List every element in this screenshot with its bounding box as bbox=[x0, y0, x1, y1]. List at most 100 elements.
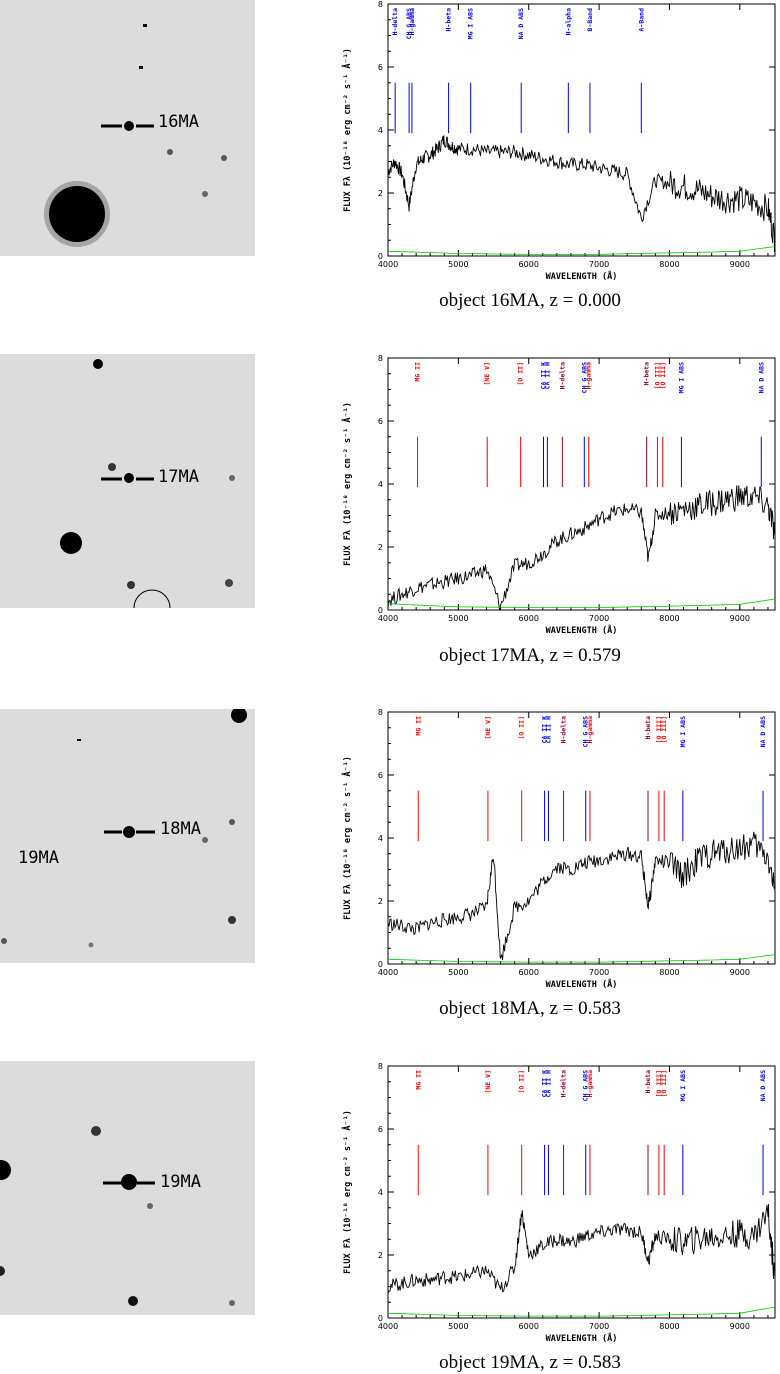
x-tick-label: 7000 bbox=[589, 260, 609, 269]
thumbnail-16ma: 16MA bbox=[0, 0, 255, 256]
x-tick-label: 8000 bbox=[659, 614, 679, 623]
spectral-line-label: H-gamma bbox=[408, 8, 416, 35]
y-tick-label: 4 bbox=[378, 126, 383, 135]
y-tick-label: 0 bbox=[378, 252, 383, 261]
spectral-line-label: H-gamma bbox=[586, 1070, 594, 1097]
y-tick-label: 4 bbox=[378, 834, 383, 843]
y-axis-label: FLUX Fλ (10⁻¹⁸ erg cm⁻² s⁻¹ Å⁻¹) bbox=[342, 48, 353, 212]
x-tick-label: 9000 bbox=[730, 260, 750, 269]
spectral-line-label: NA D ABS bbox=[759, 716, 767, 747]
spectral-line-label: [NE V] bbox=[483, 362, 491, 385]
caption-19ma: object 19MA, z = 0.583 bbox=[439, 1352, 621, 1373]
spectrum-plot-17ma: 4000 5000 6000 7000 8000 9000 0 2 4 6 8 WAVELENGTH … bbox=[335, 354, 780, 644]
spectral-line-label: A-Band bbox=[637, 8, 645, 32]
x-axis-label: WAVELENGTH (Å) bbox=[546, 979, 618, 990]
y-tick-label: 0 bbox=[378, 606, 383, 615]
object-label-19ma-in-18ma: 19MA bbox=[18, 848, 59, 868]
spectral-line-label: [O III] bbox=[655, 716, 663, 743]
spectral-line-label: MG I ABS bbox=[679, 1070, 687, 1101]
flux-spectrum-line bbox=[387, 831, 776, 961]
y-axis-label: FLUX Fλ (10⁻¹⁸ erg cm⁻² s⁻¹ Å⁻¹) bbox=[342, 1110, 353, 1274]
thumbnail-19ma-image: 19MA bbox=[0, 1126, 235, 1306]
spectral-line-label: B-Band bbox=[586, 8, 594, 32]
spectral-line-label: [O II] bbox=[518, 1070, 526, 1093]
x-tick-label: 6000 bbox=[519, 260, 539, 269]
spectral-line-label: CA II H bbox=[544, 716, 552, 743]
flux-spectrum-line bbox=[387, 485, 776, 610]
noise-spectrum-line bbox=[387, 598, 776, 608]
spectral-line-label: CA II H bbox=[543, 362, 551, 389]
x-tick-label: 4000 bbox=[378, 614, 398, 623]
y-tick-label: 2 bbox=[378, 1251, 383, 1260]
noise-spectrum-line bbox=[387, 246, 776, 255]
flux-spectrum-line bbox=[387, 1204, 776, 1294]
spectral-line-label: CA II K bbox=[540, 362, 548, 389]
spectral-line-label: NA D ABS bbox=[517, 8, 525, 39]
spectral-line-label: H-delta bbox=[391, 8, 399, 35]
y-tick-label: 4 bbox=[378, 1188, 383, 1197]
x-tick-label: 7000 bbox=[589, 1322, 609, 1331]
plot-frame bbox=[387, 711, 776, 965]
x-tick-label: 7000 bbox=[589, 614, 609, 623]
spectral-line-label: H-gamma bbox=[585, 362, 593, 389]
spectral-line-label: H-beta bbox=[643, 362, 651, 386]
x-tick-label: 8000 bbox=[659, 260, 679, 269]
y-tick-label: 8 bbox=[378, 354, 383, 363]
thumbnail-19ma: 19MA bbox=[0, 1061, 255, 1315]
x-tick-label: 6000 bbox=[519, 968, 539, 977]
spectral-line-label: H-alpha bbox=[564, 8, 572, 35]
spectral-line-label: H-delta bbox=[560, 716, 568, 743]
spectrum-svg-16ma: 4000 5000 6000 7000 8000 9000 0 2 4 6 8 WAVELENGTH … bbox=[342, 0, 776, 282]
x-tick-label: 9000 bbox=[730, 614, 750, 623]
spectral-line-label: CA II K bbox=[541, 716, 549, 743]
x-tick-label: 6000 bbox=[519, 1322, 539, 1331]
spectral-line-label: CH G ABS bbox=[405, 8, 413, 39]
x-axis-label: WAVELENGTH (Å) bbox=[546, 271, 618, 282]
spectral-line-label: [O II] bbox=[517, 362, 525, 385]
x-tick-label: 7000 bbox=[589, 968, 609, 977]
x-axis-label: WAVELENGTH (Å) bbox=[546, 625, 618, 636]
x-tick-label: 5000 bbox=[448, 968, 468, 977]
object-label-16ma: 16MA bbox=[158, 112, 199, 132]
spectral-line-label: CA II K bbox=[541, 1070, 549, 1097]
y-tick-label: 4 bbox=[378, 480, 383, 489]
x-tick-label: 6000 bbox=[519, 614, 539, 623]
x-tick-label: 9000 bbox=[730, 1322, 750, 1331]
x-tick-label: 4000 bbox=[378, 968, 398, 977]
y-tick-label: 2 bbox=[378, 189, 383, 198]
caption-17ma: object 17MA, z = 0.579 bbox=[439, 645, 621, 666]
spectral-line-label: H-beta bbox=[644, 1070, 652, 1094]
thumbnail-18ma-image: 18MA 19MA bbox=[1, 709, 247, 948]
spectrum-svg-19ma: 4000 5000 6000 7000 8000 9000 0 2 4 6 8 WAVELENGTH … bbox=[342, 1062, 776, 1344]
spectral-line-label: CH G ABS bbox=[582, 1070, 590, 1101]
thumbnail-18ma: 18MA 19MA bbox=[0, 709, 255, 963]
y-tick-label: 8 bbox=[378, 708, 383, 717]
spectral-line-label: CA II H bbox=[544, 1070, 552, 1097]
spectral-line-label: MG I ABS bbox=[679, 716, 687, 747]
spectral-line-label: [O III] bbox=[660, 1070, 668, 1097]
spectral-line-label: H-gamma bbox=[586, 716, 594, 743]
spectral-line-label: [O III] bbox=[660, 716, 668, 743]
x-tick-label: 5000 bbox=[448, 1322, 468, 1331]
spectral-line-label: [O III] bbox=[655, 1070, 663, 1097]
plot-frame bbox=[387, 357, 776, 611]
y-tick-label: 6 bbox=[378, 771, 383, 780]
spectral-line-label: CH G ABS bbox=[582, 716, 590, 747]
y-tick-label: 6 bbox=[378, 1125, 383, 1134]
object-label-19ma: 19MA bbox=[160, 1172, 201, 1192]
spectral-line-label: MG II bbox=[414, 362, 422, 382]
flux-spectrum-line bbox=[387, 135, 776, 253]
y-axis-label: FLUX Fλ (10⁻¹⁸ erg cm⁻² s⁻¹ Å⁻¹) bbox=[342, 756, 353, 920]
spectral-line-label: MG II bbox=[414, 716, 422, 736]
y-tick-label: 2 bbox=[378, 897, 383, 906]
x-tick-label: 5000 bbox=[448, 260, 468, 269]
y-tick-label: 6 bbox=[378, 417, 383, 426]
x-tick-label: 8000 bbox=[659, 968, 679, 977]
y-tick-label: 2 bbox=[378, 543, 383, 552]
y-tick-label: 0 bbox=[378, 1314, 383, 1323]
object-label-17ma: 17MA bbox=[158, 467, 199, 487]
spectral-line-label: [O III] bbox=[659, 362, 667, 389]
caption-18ma: object 18MA, z = 0.583 bbox=[439, 998, 621, 1019]
spectrum-svg-17ma: 4000 5000 6000 7000 8000 9000 0 2 4 6 8 WAVELENGTH … bbox=[342, 354, 776, 636]
thumbnail-17ma: 17MA bbox=[0, 354, 255, 608]
